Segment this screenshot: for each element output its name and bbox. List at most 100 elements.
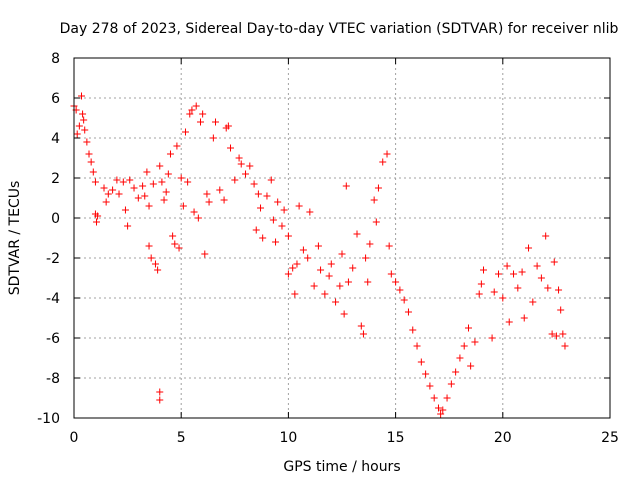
data-point [404, 308, 412, 316]
data-point [505, 318, 513, 326]
data-point [434, 404, 442, 412]
data-point [139, 182, 147, 190]
data-point [295, 202, 303, 210]
data-point [203, 190, 211, 198]
data-point [143, 168, 151, 176]
data-point [94, 212, 102, 220]
data-point [555, 286, 563, 294]
data-point [205, 198, 213, 206]
data-point [430, 394, 438, 402]
data-point [447, 380, 455, 388]
data-point [392, 278, 400, 286]
data-point [272, 238, 280, 246]
data-point [409, 326, 417, 334]
data-point [374, 184, 382, 192]
data-point [349, 264, 357, 272]
data-point [548, 330, 556, 338]
data-point [417, 358, 425, 366]
data-point [158, 178, 166, 186]
data-point [314, 242, 322, 250]
y-tick-label: -8 [46, 371, 60, 387]
y-tick-label: 8 [51, 51, 60, 67]
data-point [544, 284, 552, 292]
data-point [179, 202, 187, 210]
data-point [426, 382, 434, 390]
data-point [269, 216, 277, 224]
y-tick-label: 4 [51, 131, 60, 147]
data-point [336, 282, 344, 290]
data-point [242, 170, 250, 178]
data-point [192, 102, 200, 110]
data-point [124, 222, 132, 230]
chart-title: Day 278 of 2023, Sidereal Day-to-day VTE… [60, 21, 619, 37]
data-point [237, 160, 245, 168]
data-point [151, 260, 159, 268]
data-point [83, 138, 91, 146]
data-point [495, 270, 503, 278]
data-point [87, 158, 95, 166]
data-point [257, 204, 265, 212]
y-tick-label: 2 [51, 171, 60, 187]
data-point [201, 250, 209, 258]
data-point [400, 296, 408, 304]
data-point [533, 262, 541, 270]
data-point [510, 270, 518, 278]
data-point [299, 246, 307, 254]
data-point [115, 190, 123, 198]
x-tick-label: 10 [279, 430, 297, 446]
data-point [362, 254, 370, 262]
data-point [353, 230, 361, 238]
data-point [199, 110, 207, 118]
data-point [194, 214, 202, 222]
data-point [126, 176, 134, 184]
data-point [156, 396, 164, 404]
y-tick-label: 6 [51, 91, 60, 107]
data-point [387, 270, 395, 278]
data-point [184, 178, 192, 186]
x-tick-label: 15 [387, 430, 405, 446]
data-point [443, 394, 451, 402]
data-point [250, 180, 258, 188]
data-point [121, 206, 129, 214]
data-point [284, 232, 292, 240]
y-tick-label: -6 [46, 331, 60, 347]
data-point [169, 232, 177, 240]
data-point [246, 162, 254, 170]
data-point [216, 186, 224, 194]
data-point [173, 142, 181, 150]
data-point [310, 282, 318, 290]
data-point [175, 244, 183, 252]
data-point [557, 306, 565, 314]
data-point [102, 198, 110, 206]
data-point [306, 208, 314, 216]
data-point [396, 286, 404, 294]
plot-frame [73, 57, 611, 419]
data-point [518, 268, 526, 276]
data-point [344, 278, 352, 286]
data-point [81, 126, 89, 134]
data-point [186, 110, 194, 118]
data-point [325, 272, 333, 280]
data-point [78, 92, 86, 100]
data-point [130, 184, 138, 192]
data-point [113, 176, 121, 184]
data-point [156, 162, 164, 170]
data-point [93, 218, 101, 226]
data-point [385, 242, 393, 250]
x-tick-label: 25 [601, 430, 619, 446]
data-point [327, 260, 335, 268]
data-point [171, 240, 179, 248]
data-point [291, 290, 299, 298]
data-point [119, 178, 127, 186]
data-point [475, 290, 483, 298]
data-point [263, 192, 271, 200]
data-point [342, 182, 350, 190]
data-point [439, 406, 447, 414]
data-point [188, 106, 196, 114]
y-tick-label: -10 [37, 411, 60, 427]
data-point [383, 150, 391, 158]
data-point [134, 194, 142, 202]
data-point [366, 240, 374, 248]
data-point [79, 110, 87, 118]
data-point [525, 244, 533, 252]
